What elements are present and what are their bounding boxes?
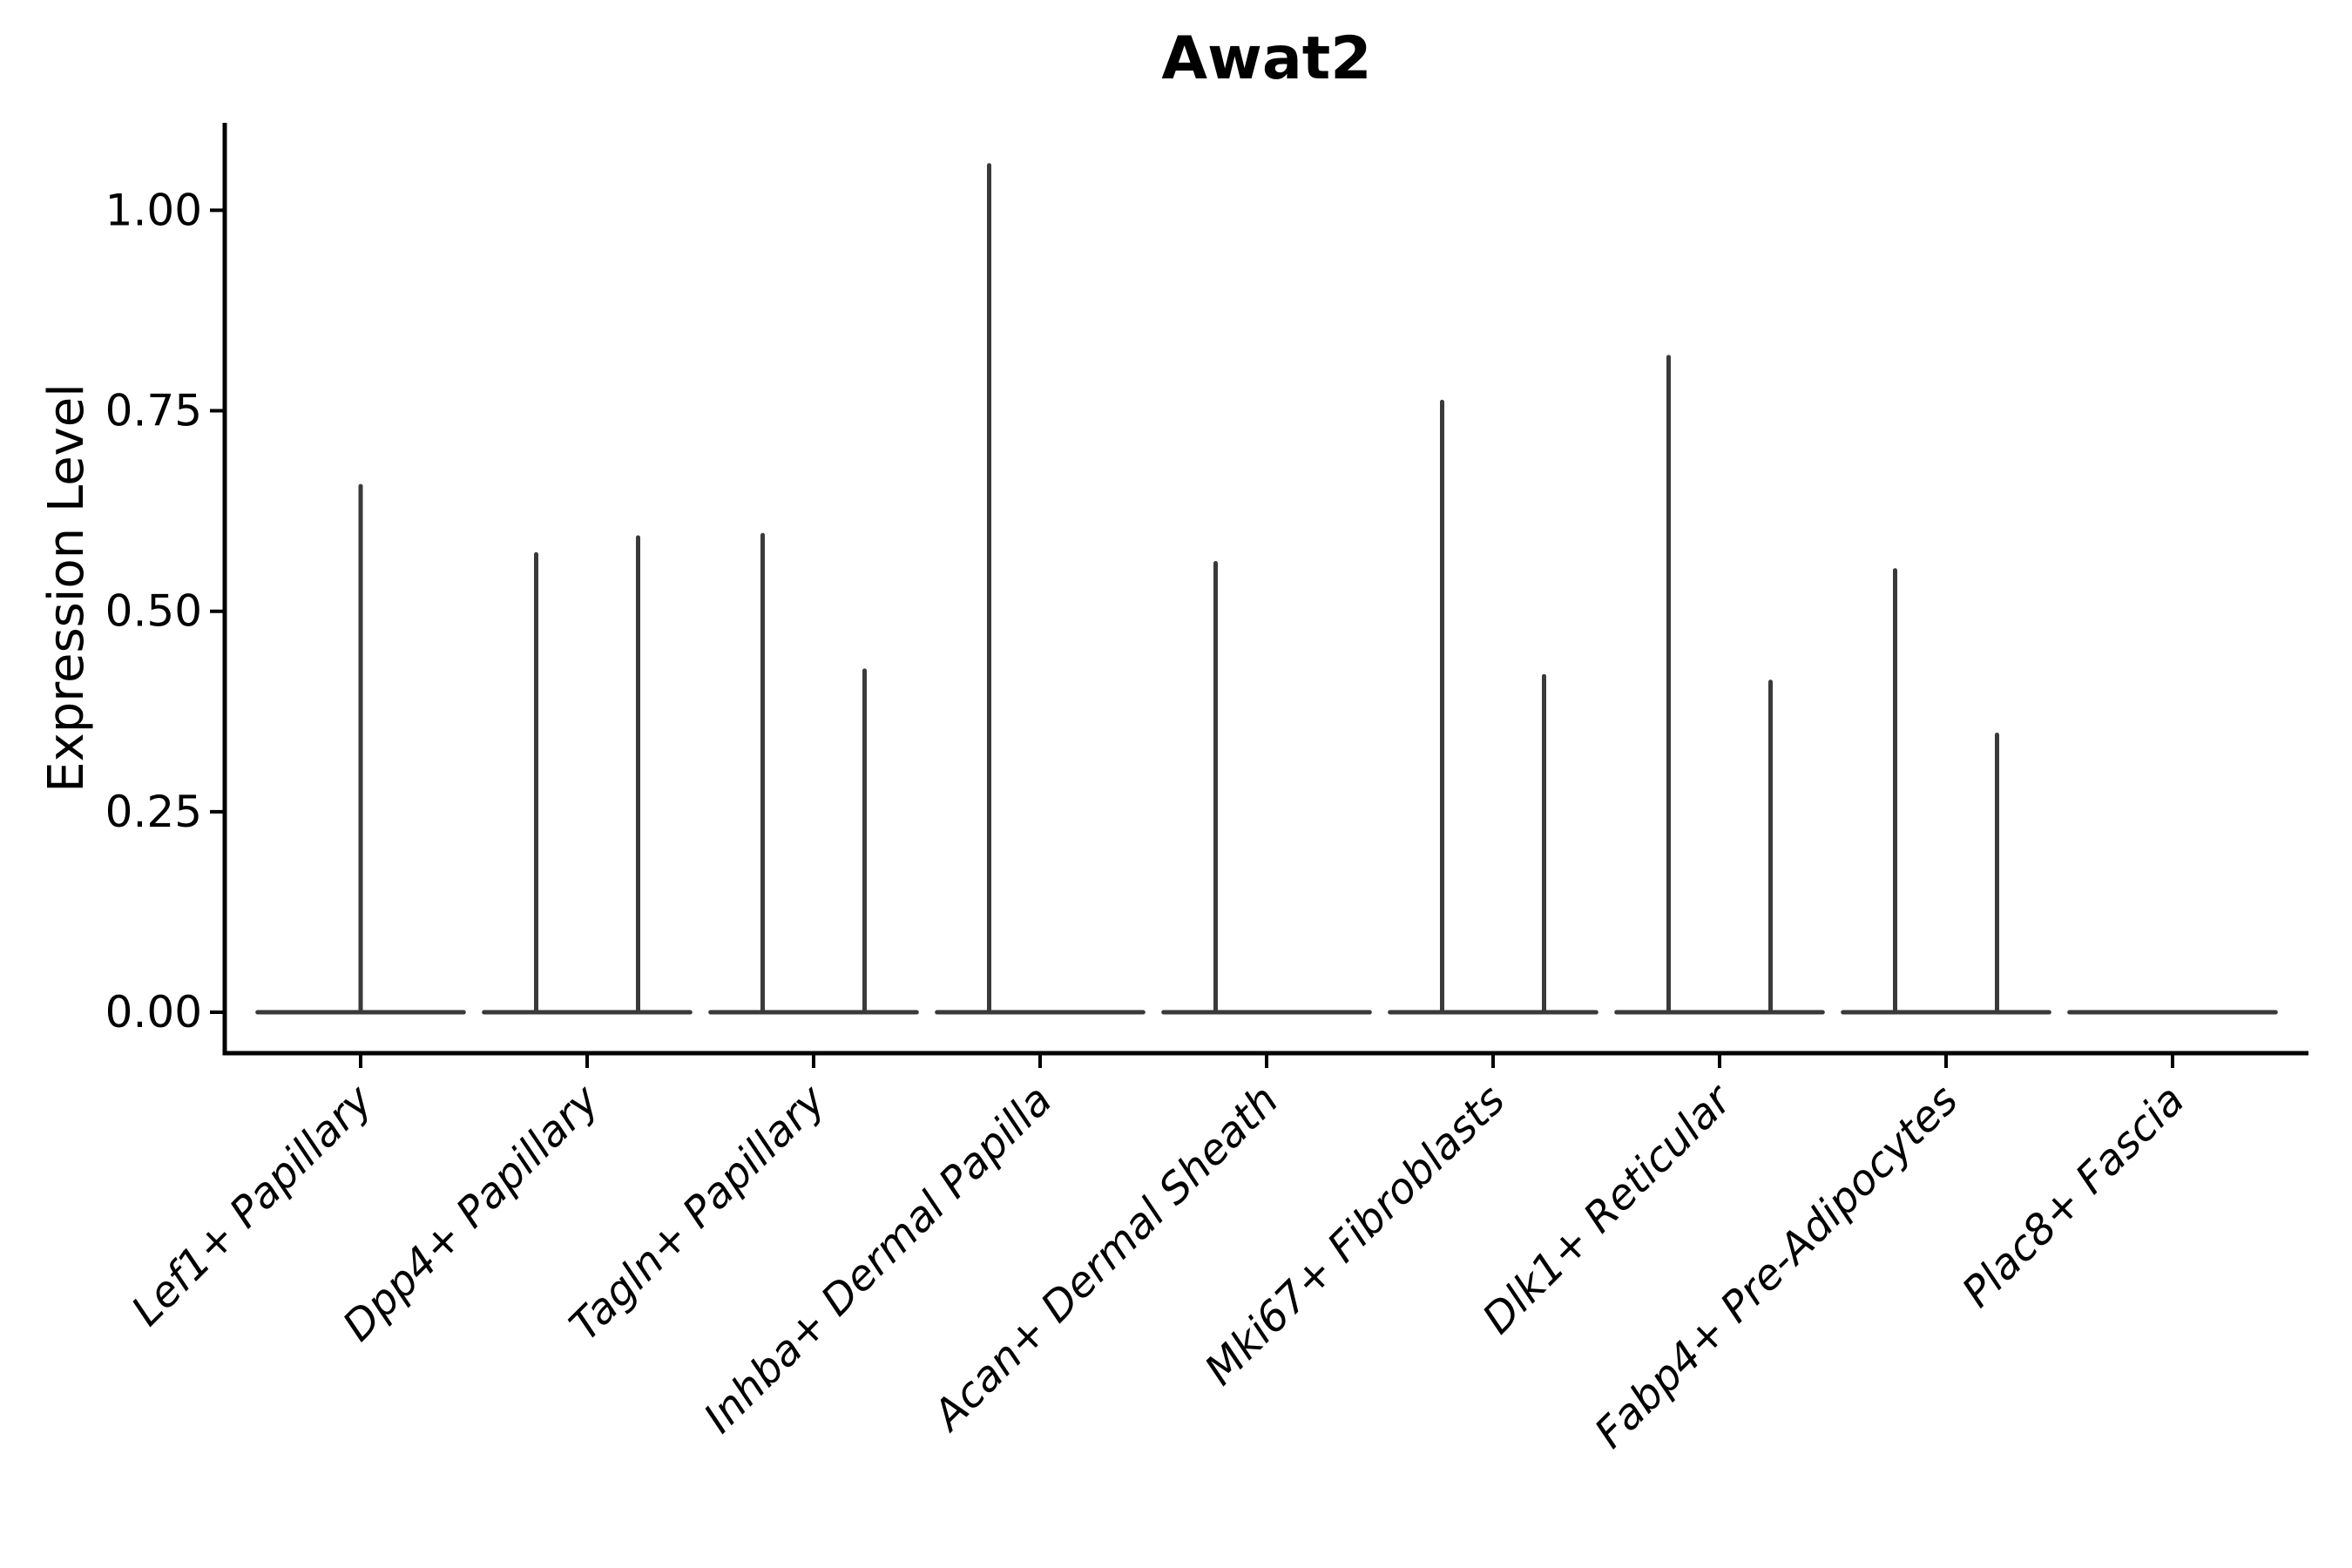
chart-title: Awat2: [1161, 24, 1372, 93]
x-tick-label: Plac8+ Fascia: [1953, 1076, 2194, 1317]
y-tick-label: 0.50: [105, 586, 202, 637]
y-tick-label: 1.00: [105, 185, 202, 235]
y-tick-label: 0.25: [105, 787, 202, 837]
x-tick-label: Lef1+ Papillary: [122, 1075, 382, 1335]
x-tick-label: Fabp4+ Pre-Adipocytes: [1585, 1076, 1968, 1458]
y-tick-label: 0.75: [105, 386, 202, 436]
y-tick-label: 0.00: [105, 987, 202, 1037]
x-tick-label: Dlk1+ Reticular: [1473, 1074, 1743, 1344]
